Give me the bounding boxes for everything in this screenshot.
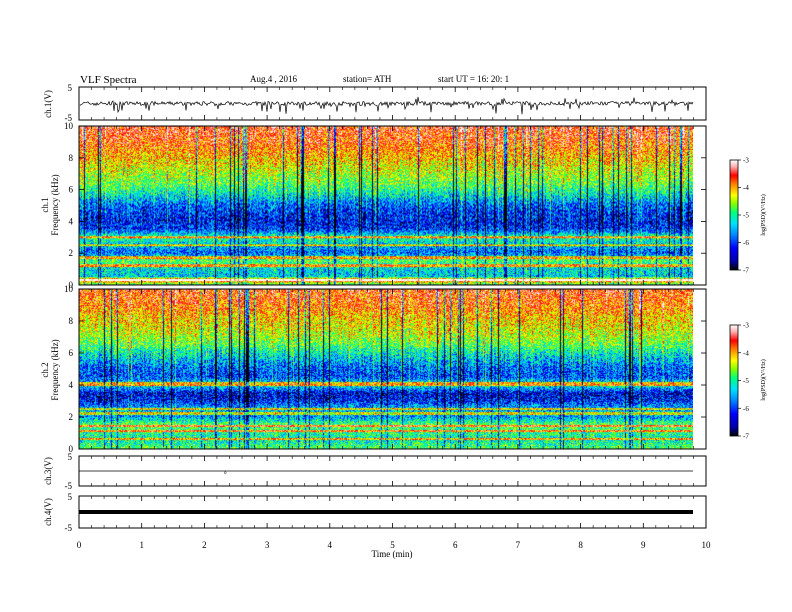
ch1-waveform-ylabel: ch.1(V) xyxy=(43,90,53,118)
time-tick-label: 2 xyxy=(202,540,207,550)
ch1-spectrogram-ytick-label: 8 xyxy=(69,153,74,163)
ch2-colorbar: -3 -4 -5 -6 -7 log(PSD)(V²/Hz) xyxy=(729,322,767,441)
ch2-spectrogram-ylabel: ch.2Frequency (kHz) xyxy=(40,339,60,400)
time-tick-label: 9 xyxy=(641,540,646,550)
ch1-spectrogram-ytick-label: 2 xyxy=(69,248,74,258)
ch1-colorbar-tick-label: -6 xyxy=(743,239,749,247)
ch1-ytick-top: 5 xyxy=(68,83,73,93)
ch2-spectrogram-ytick-label: 8 xyxy=(69,316,74,326)
ch1-colorbar-tick-label: -4 xyxy=(743,184,749,192)
time-tick-label: 6 xyxy=(453,540,458,550)
ch1-ytick-bottom: -5 xyxy=(65,113,73,123)
ch1-spectrogram-ytick-label: 4 xyxy=(69,216,74,226)
ch2-colorbar-tick-label: -5 xyxy=(743,377,749,385)
ch2-spectrogram-panel: 0 2 4 6 8 10 ch.2Frequency (kHz) xyxy=(40,284,707,454)
time-tick-label: 10 xyxy=(702,540,712,550)
time-tick-label: 1 xyxy=(139,540,144,550)
ch4-waveform-ylabel: ch.4(V) xyxy=(43,498,53,526)
figure-title: VLF Spectra xyxy=(80,74,137,86)
ch1-colorbar-tick-label: -5 xyxy=(743,212,749,220)
ch3-waveform-ylabel: ch.3(V) xyxy=(43,457,53,485)
ch3-ytick-top: 5 xyxy=(68,452,73,462)
ch3-ytick-bottom: -5 xyxy=(65,481,73,491)
time-tick-label: 0 xyxy=(77,540,82,550)
ch1-colorbar-label: log(PSD)(V²/Hz) xyxy=(760,194,767,235)
ch2-spectrogram-ytick-label: 4 xyxy=(69,380,74,390)
ch2-colorbar-label: log(PSD)(V²/Hz) xyxy=(760,359,767,400)
ch1-waveform-panel: 5 -5 ch.1(V) xyxy=(43,83,707,123)
header-station: station= ATH xyxy=(343,74,392,84)
ch3-waveform-panel: o 5 -5 ch.3(V) xyxy=(43,452,707,491)
ch1-spectrogram-panel: 0 2 4 6 8 10 ch.1Frequency (kHz) xyxy=(40,121,707,290)
ch2-colorbar-tick-label: -3 xyxy=(743,322,749,330)
ch2-colorbar-tick-label: -7 xyxy=(743,433,749,441)
ch4-ytick-top: 5 xyxy=(68,492,73,502)
ch1-spectrogram-image xyxy=(79,126,693,285)
ch4-waveform-panel: 5 -5 ch.4(V) xyxy=(43,492,707,533)
ch2-spectrogram-ytick-label: 10 xyxy=(64,284,74,294)
ch2-colorbar-tick-label: -4 xyxy=(743,349,749,357)
ch1-colorbar-tick-label: -3 xyxy=(743,157,749,165)
time-tick-label: 3 xyxy=(265,540,270,550)
ch4-ytick-bottom: -5 xyxy=(65,523,73,533)
time-axis-ticks: 0 1 2 3 4 5 6 7 8 9 10 xyxy=(77,87,711,550)
ch1-colorbar: -3 -4 -5 -6 -7 log(PSD)(V²/Hz) xyxy=(729,157,767,275)
time-axis-label: Time (min) xyxy=(372,549,413,559)
ch1-colorbar-tick-label: -7 xyxy=(743,267,749,275)
ch1-spectrogram-ytick-label: 10 xyxy=(64,121,74,131)
ch1-spectrogram-ylabel-channel: ch.1Frequency (kHz) xyxy=(40,174,60,235)
ch2-colorbar-gradient xyxy=(729,324,739,437)
ch1-spectrogram-ytick-label: 6 xyxy=(69,185,74,195)
time-tick-label: 5 xyxy=(390,540,395,550)
ch3-waveform-glitch: o xyxy=(224,471,227,476)
ch2-colorbar-tick-label: -6 xyxy=(743,405,749,413)
time-tick-label: 4 xyxy=(328,540,333,550)
ch1-colorbar-gradient xyxy=(729,159,739,271)
ch1-spectrogram-ytick-label: 0 xyxy=(69,280,74,290)
ch2-spectrogram-ytick-label: 2 xyxy=(69,412,74,422)
ch1-waveform-trace xyxy=(79,96,694,115)
ch2-spectrogram-ytick-label: 0 xyxy=(69,444,74,454)
time-tick-label: 7 xyxy=(516,540,521,550)
header-start-ut: start UT = 16: 20: 1 xyxy=(438,74,509,84)
ch2-spectrogram-image xyxy=(79,289,693,449)
ch2-spectrogram-ytick-label: 6 xyxy=(69,348,74,358)
time-tick-label: 8 xyxy=(578,540,583,550)
header-date: Aug.4 , 2016 xyxy=(250,74,297,84)
